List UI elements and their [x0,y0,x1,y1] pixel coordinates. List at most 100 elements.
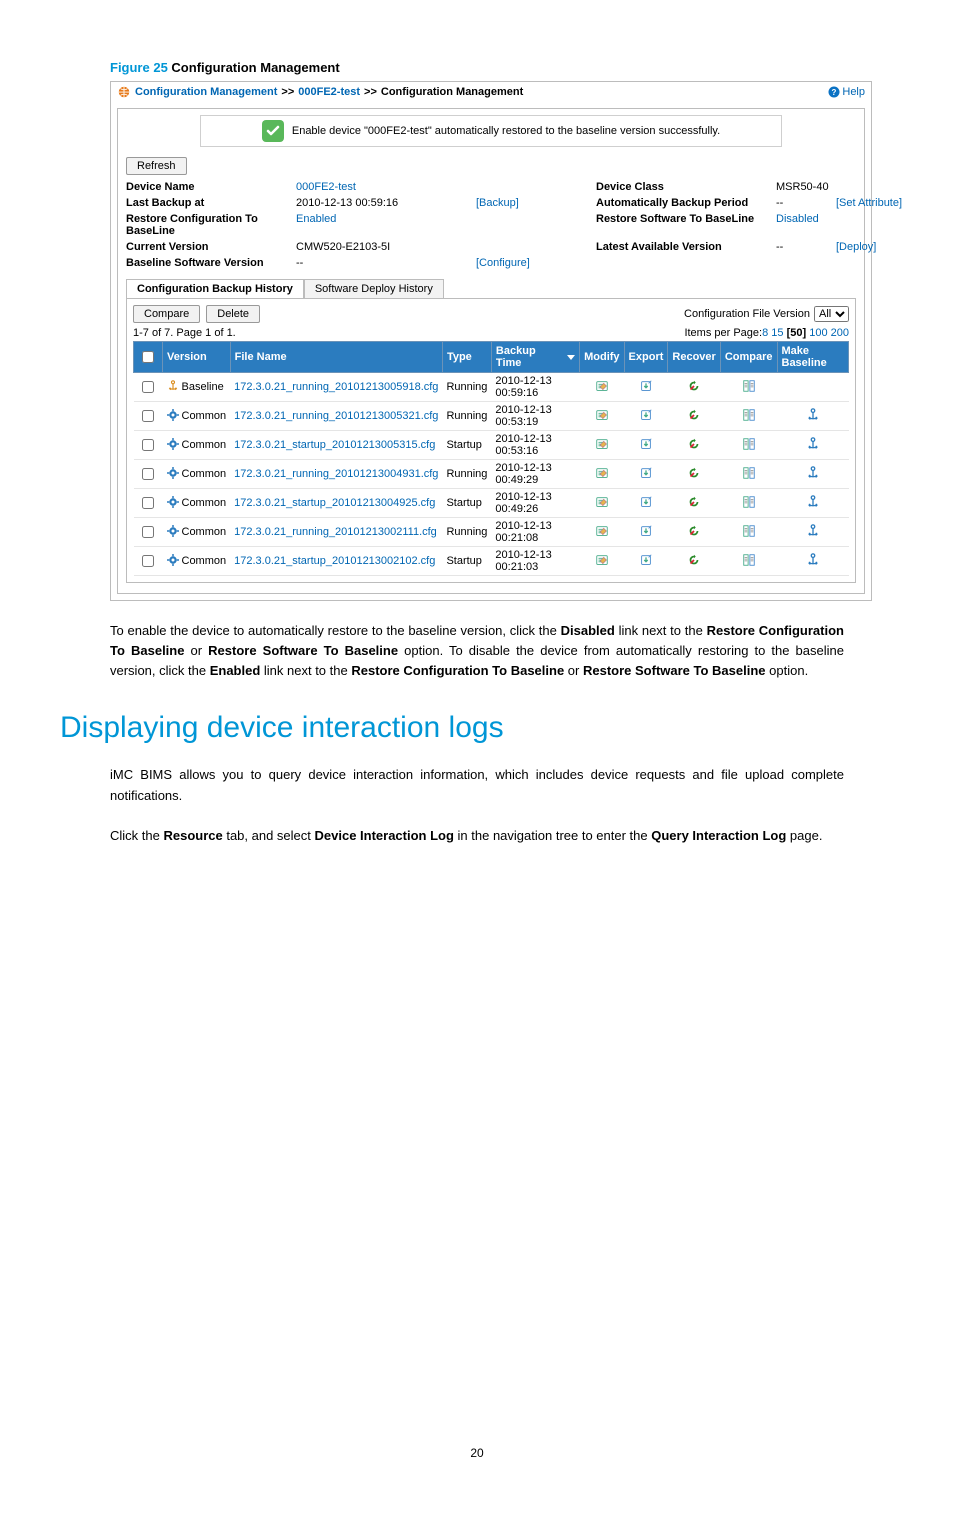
export-icon[interactable] [639,529,653,541]
recover-icon[interactable] [687,442,701,454]
items-per-page: Items per Page:8 15 [50] 100 200 [684,327,849,339]
recover-icon[interactable] [687,471,701,483]
table-row: Common172.3.0.21_startup_20101213005315.… [134,431,849,460]
col-version[interactable]: Version [163,342,231,373]
breadcrumb-link-device[interactable]: 000FE2-test [298,86,360,98]
export-icon[interactable] [639,442,653,454]
time-cell: 2010-12-13 00:21:08 [491,518,579,547]
recover-icon[interactable] [687,500,701,512]
file-link[interactable]: 172.3.0.21_running_20101213002111.cfg [234,526,437,538]
make-baseline-icon[interactable] [806,500,820,512]
recover-icon[interactable] [687,529,701,541]
row-checkbox[interactable] [142,410,154,422]
compare-icon[interactable] [742,471,756,483]
col-file[interactable]: File Name [230,342,442,373]
ipp-15[interactable]: 15 [771,327,783,339]
restore-sw-value[interactable]: Disabled [776,213,836,237]
file-link[interactable]: 172.3.0.21_running_20101213004931.cfg [234,468,438,480]
export-icon[interactable] [639,384,653,396]
help-link[interactable]: ? Help [828,86,865,98]
modify-icon[interactable] [595,413,609,425]
cfg-file-version-select[interactable]: All [814,306,849,322]
file-link[interactable]: 172.3.0.21_startup_20101213002102.cfg [234,555,435,567]
ipp-200[interactable]: 200 [831,327,849,339]
figure-title: Configuration Management [171,60,339,75]
device-name-value[interactable]: 000FE2-test [296,181,476,193]
file-link[interactable]: 172.3.0.21_startup_20101213004925.cfg [234,497,435,509]
globe-icon [117,85,131,99]
figure-caption: Figure 25 Configuration Management [110,60,844,75]
row-checkbox[interactable] [142,497,154,509]
current-version-label: Current Version [126,241,296,253]
compare-icon[interactable] [742,529,756,541]
modify-icon[interactable] [595,558,609,570]
backup-table: Version File Name Type Backup Time Modif… [133,341,849,576]
make-baseline-icon[interactable] [806,558,820,570]
breadcrumb-bar: Configuration Management >> 000FE2-test … [111,82,871,102]
breadcrumb-current: Configuration Management [381,86,523,98]
make-baseline-icon[interactable] [806,529,820,541]
make-baseline-icon[interactable] [806,442,820,454]
configure-link[interactable]: [Configure] [476,257,596,269]
section-heading: Displaying device interaction logs [60,711,844,745]
tab-backup-history[interactable]: Configuration Backup History [126,279,304,298]
compare-icon[interactable] [742,500,756,512]
export-icon[interactable] [639,558,653,570]
row-checkbox[interactable] [142,439,154,451]
backup-link[interactable]: [Backup] [476,197,596,209]
modify-icon[interactable] [595,471,609,483]
make-baseline-icon[interactable] [806,413,820,425]
modify-icon[interactable] [595,384,609,396]
file-link[interactable]: 172.3.0.21_running_20101213005918.cfg [234,381,438,393]
version-label: Common [182,410,227,422]
type-cell: Startup [442,431,491,460]
ipp-100[interactable]: 100 [809,327,827,339]
recover-icon[interactable] [687,384,701,396]
figure-number: Figure 25 [110,60,168,75]
export-icon[interactable] [639,471,653,483]
col-compare: Compare [720,342,777,373]
row-checkbox[interactable] [142,526,154,538]
anchor-icon [167,380,179,395]
breadcrumb-sep: >> [364,86,377,98]
modify-icon[interactable] [595,500,609,512]
restore-cfg-value[interactable]: Enabled [296,213,476,237]
compare-button[interactable]: Compare [133,305,200,323]
make-baseline-icon[interactable] [806,471,820,483]
file-link[interactable]: 172.3.0.21_running_20101213005321.cfg [234,410,438,422]
ipp-50: [50] [787,327,807,339]
refresh-button[interactable]: Refresh [126,157,187,175]
delete-button[interactable]: Delete [206,305,260,323]
recover-icon[interactable] [687,558,701,570]
col-type[interactable]: Type [442,342,491,373]
row-checkbox[interactable] [142,468,154,480]
col-time[interactable]: Backup Time [491,342,579,373]
success-banner: Enable device "000FE2-test" automaticall… [200,115,782,147]
compare-icon[interactable] [742,442,756,454]
compare-icon[interactable] [742,558,756,570]
tab-deploy-history[interactable]: Software Deploy History [304,279,444,298]
file-link[interactable]: 172.3.0.21_startup_20101213005315.cfg [234,439,435,451]
recover-icon[interactable] [687,413,701,425]
backup-history-pane: Compare Delete Configuration File Versio… [126,298,856,583]
modify-icon[interactable] [595,529,609,541]
select-all-checkbox[interactable] [142,351,154,363]
paragraph-intro: iMC BIMS allows you to query device inte… [110,765,844,805]
export-icon[interactable] [639,413,653,425]
table-row: Common172.3.0.21_startup_20101213004925.… [134,489,849,518]
type-cell: Running [442,373,491,402]
gear-icon [167,467,179,482]
compare-icon[interactable] [742,384,756,396]
set-attribute-link[interactable]: [Set Attribute] [836,197,906,209]
modify-icon[interactable] [595,442,609,454]
table-row: Common 172.3.0.21_running_20101213005321.… [134,402,849,431]
version-label: Common [182,555,227,567]
deploy-link[interactable]: [Deploy] [836,241,906,253]
export-icon[interactable] [639,500,653,512]
breadcrumb-link-root[interactable]: Configuration Management [135,86,277,98]
col-recover: Recover [668,342,720,373]
row-checkbox[interactable] [142,555,154,567]
row-checkbox[interactable] [142,381,154,393]
compare-icon[interactable] [742,413,756,425]
ipp-8[interactable]: 8 [762,327,768,339]
